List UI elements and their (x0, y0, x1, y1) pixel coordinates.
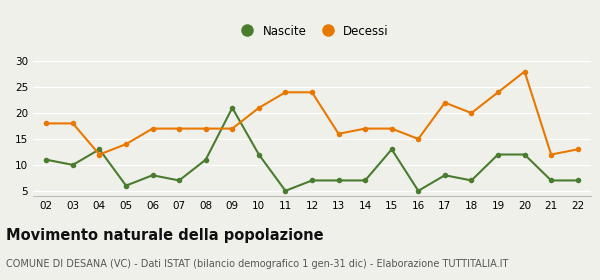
Nascite (43, 158, 50, 161)
Decessi (202, 127, 209, 130)
Decessi (43, 122, 50, 125)
Decessi (441, 101, 448, 104)
Decessi (122, 143, 130, 146)
Decessi (521, 70, 528, 73)
Nascite (96, 148, 103, 151)
Text: Movimento naturale della popolazione: Movimento naturale della popolazione (6, 228, 323, 243)
Nascite (574, 179, 581, 182)
Nascite (282, 189, 289, 192)
Decessi (548, 153, 555, 156)
Text: COMUNE DI DESANA (VC) - Dati ISTAT (bilancio demografico 1 gen-31 dic) - Elabora: COMUNE DI DESANA (VC) - Dati ISTAT (bila… (6, 259, 508, 269)
Nascite (308, 179, 316, 182)
Nascite (362, 179, 369, 182)
Nascite (388, 148, 395, 151)
Nascite (441, 174, 448, 177)
Nascite (494, 153, 502, 156)
Decessi (255, 106, 262, 109)
Decessi (149, 127, 156, 130)
Nascite (468, 179, 475, 182)
Nascite (415, 189, 422, 192)
Decessi (388, 127, 395, 130)
Nascite (229, 106, 236, 109)
Line: Nascite: Nascite (44, 105, 580, 193)
Nascite (255, 153, 262, 156)
Nascite (548, 179, 555, 182)
Decessi (229, 127, 236, 130)
Nascite (202, 158, 209, 161)
Decessi (362, 127, 369, 130)
Decessi (308, 91, 316, 94)
Line: Decessi: Decessi (44, 69, 580, 157)
Nascite (69, 163, 76, 167)
Nascite (176, 179, 183, 182)
Nascite (521, 153, 528, 156)
Nascite (149, 174, 156, 177)
Nascite (122, 184, 130, 187)
Decessi (176, 127, 183, 130)
Decessi (96, 153, 103, 156)
Decessi (282, 91, 289, 94)
Decessi (468, 111, 475, 115)
Decessi (69, 122, 76, 125)
Legend: Nascite, Decessi: Nascite, Decessi (230, 20, 394, 42)
Decessi (494, 91, 502, 94)
Decessi (335, 132, 342, 136)
Decessi (415, 137, 422, 141)
Nascite (335, 179, 342, 182)
Decessi (574, 148, 581, 151)
